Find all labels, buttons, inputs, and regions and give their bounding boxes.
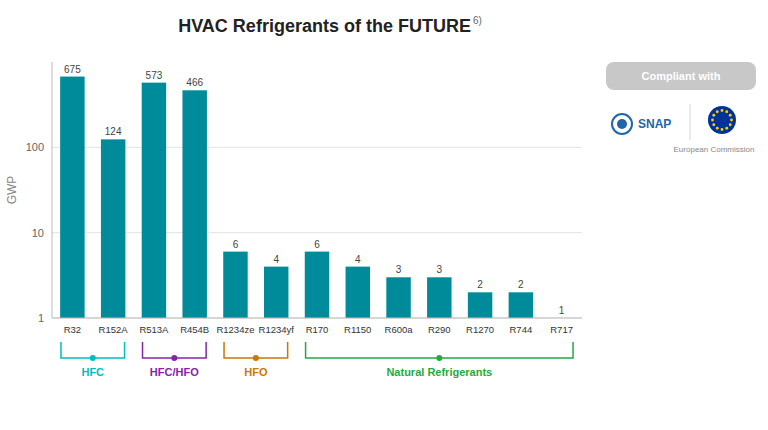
bar	[60, 77, 84, 318]
bar	[101, 139, 125, 318]
eu-star	[716, 127, 719, 130]
x-tick-label: R513A	[139, 324, 169, 335]
bar	[509, 292, 533, 318]
y-tick-label: 1	[38, 312, 44, 324]
bar	[386, 277, 410, 318]
data-label: 6	[314, 239, 320, 250]
bracket-dot	[171, 355, 177, 361]
x-tick-label: R1234ze	[216, 324, 254, 335]
title-superscript: 6)	[473, 15, 482, 26]
data-label: 573	[146, 70, 163, 81]
title: HVAC Refrigerants of the FUTURE6)	[178, 15, 482, 36]
snap-logo-inner	[617, 119, 627, 129]
x-tick-label: R717	[550, 324, 573, 335]
bar	[468, 292, 492, 318]
eu-star	[716, 110, 719, 113]
eu-star	[721, 128, 724, 131]
eu-logo	[708, 106, 736, 134]
compliant-box	[606, 62, 756, 90]
eu-label: European Commission	[674, 145, 755, 154]
group-bracket	[306, 342, 573, 361]
data-label: 2	[518, 279, 524, 290]
bar	[223, 252, 247, 318]
group-bracket	[61, 342, 125, 361]
x-tick-label: R1234yf	[259, 324, 295, 335]
y-axis-label: GWP	[5, 176, 19, 205]
eu-star	[729, 123, 732, 126]
bar	[182, 90, 206, 318]
x-tick-label: R744	[509, 324, 532, 335]
bar	[264, 267, 288, 318]
group-label: HFO	[244, 366, 268, 378]
data-label: 6	[233, 239, 239, 250]
bar	[142, 83, 166, 318]
eu-star	[711, 119, 714, 122]
grid	[52, 147, 582, 318]
snap-logo	[612, 114, 632, 134]
eu-star	[712, 114, 715, 117]
title-text: HVAC Refrigerants of the FUTURE	[178, 16, 471, 36]
y-tick-label: 100	[26, 141, 44, 153]
bar	[305, 252, 329, 318]
data-label: 3	[437, 264, 443, 275]
x-tick-label: R1150	[344, 324, 371, 335]
group-bracket	[143, 342, 207, 361]
grid-line	[52, 147, 582, 148]
x-tick-label: R32	[64, 324, 81, 335]
data-label: 4	[273, 254, 279, 265]
y-tick-label: 10	[32, 227, 44, 239]
data-label: 3	[396, 264, 402, 275]
bars	[60, 77, 533, 318]
data-label: 675	[64, 64, 81, 75]
eu-star	[730, 119, 733, 122]
eu-star	[725, 110, 728, 113]
bracket-dot	[90, 355, 96, 361]
x-axis-line	[52, 318, 582, 319]
group-bracket	[224, 342, 288, 361]
data-label: 4	[355, 254, 361, 265]
bar	[346, 267, 370, 318]
compliant-label: Compliant with	[642, 70, 721, 82]
eu-star	[712, 123, 715, 126]
group-label: HFC	[81, 366, 104, 378]
x-tick-label: R600a	[385, 324, 414, 335]
group-label: HFC/HFO	[150, 366, 199, 378]
group-label: Natural Refrigerants	[386, 366, 492, 378]
bracket-dot	[436, 355, 442, 361]
snap-label: SNAP	[638, 117, 671, 131]
divider	[689, 104, 690, 140]
data-label: 2	[477, 279, 483, 290]
x-tick-label: R170	[306, 324, 329, 335]
eu-star	[729, 114, 732, 117]
y-axis-line	[52, 62, 53, 318]
data-label: 1	[559, 305, 565, 316]
x-tick-label: R290	[428, 324, 451, 335]
x-tick-label: R152A	[99, 324, 129, 335]
bar	[427, 277, 451, 318]
grid-line	[52, 232, 582, 233]
x-tick-label: R454B	[180, 324, 209, 335]
x-tick-label: R1270	[466, 324, 494, 335]
eu-star	[721, 109, 724, 112]
bracket-dot	[253, 355, 259, 361]
grid-line	[52, 318, 582, 319]
chart: HVAC Refrigerants of the FUTURE6) 1 10 100 G…	[0, 0, 768, 430]
data-label: 466	[186, 77, 203, 88]
eu-star	[725, 127, 728, 130]
data-label: 124	[105, 126, 122, 137]
